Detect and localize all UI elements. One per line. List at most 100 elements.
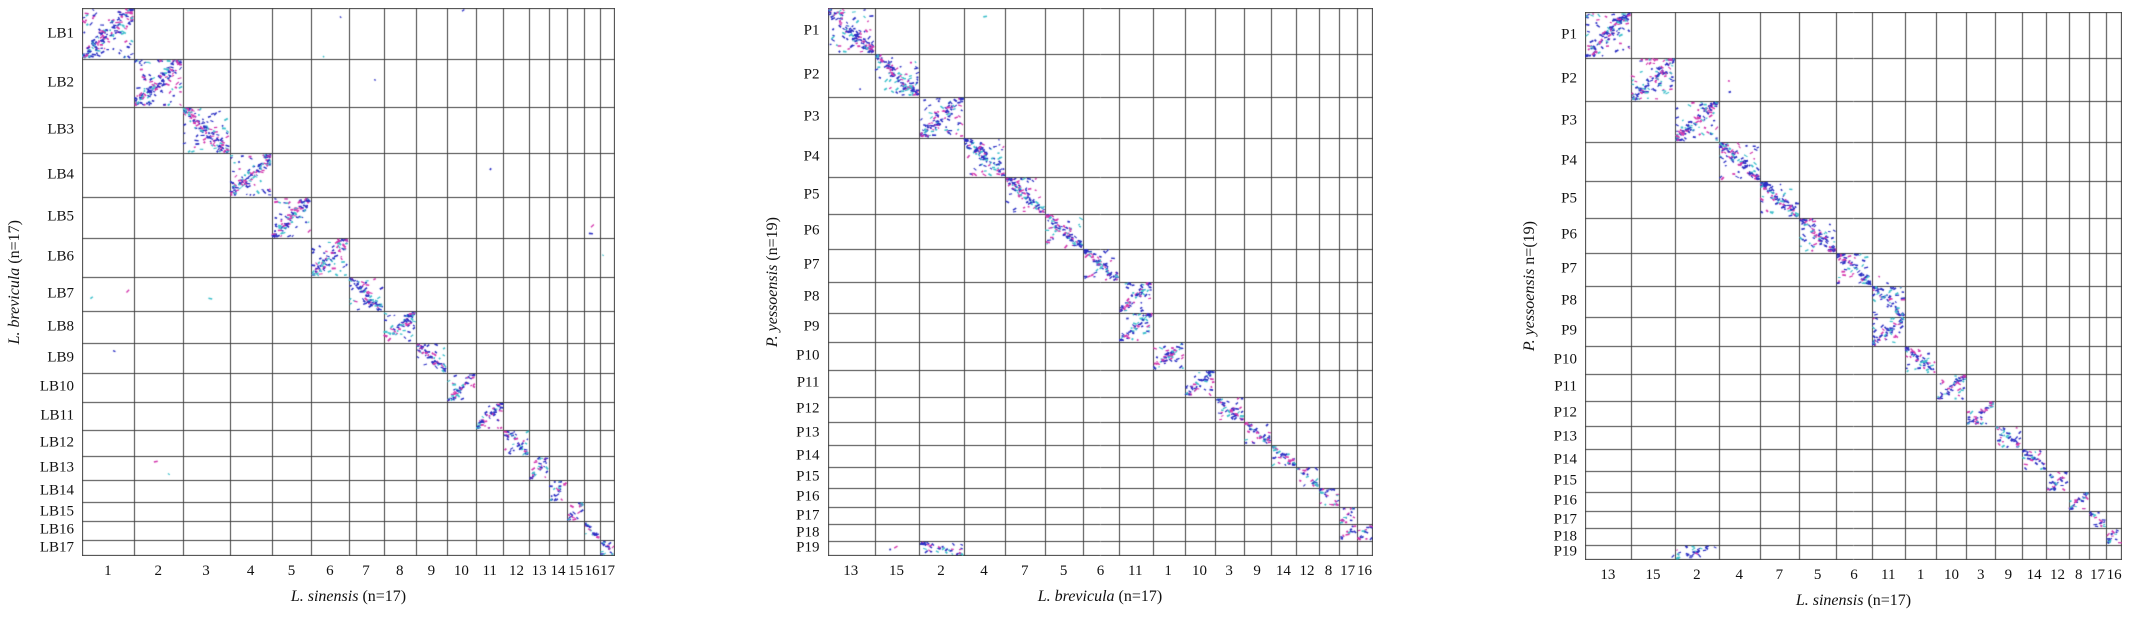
row-label: P11 bbox=[796, 374, 820, 391]
x-tick-label: 7 bbox=[1021, 563, 1029, 579]
row-label: LB13 bbox=[39, 459, 74, 476]
x-tick-label: 5 bbox=[1059, 563, 1068, 579]
y-axis-label-suffix: (n=17) bbox=[6, 219, 23, 268]
x-tick-label: 13 bbox=[843, 563, 859, 579]
row-label: P13 bbox=[1553, 428, 1577, 445]
row-label: P12 bbox=[1553, 404, 1577, 421]
x-tick-label: 1 bbox=[1164, 563, 1172, 579]
row-label: P1 bbox=[1561, 26, 1577, 43]
x-tick-label: 13 bbox=[531, 563, 547, 579]
x-tick-label: 9 bbox=[2004, 567, 2013, 583]
x-tick-label: 17 bbox=[2090, 567, 2105, 583]
row-label: P3 bbox=[1561, 112, 1577, 129]
row-label: P12 bbox=[796, 400, 820, 417]
x-tick-label: 4 bbox=[246, 563, 255, 579]
x-tick-label: 8 bbox=[2074, 567, 2083, 583]
y-axis-label: P. yessoensis n=(19) bbox=[1517, 12, 1543, 560]
x-tick-label: 3 bbox=[1976, 567, 1985, 583]
row-label: P8 bbox=[803, 288, 820, 305]
row-label: LB9 bbox=[47, 349, 74, 366]
dotplot-panel-1: L. brevicula (n=17) LB1 LB2 LB3 LB4 LB5 LB6 LB… bbox=[2, 8, 615, 606]
x-tick-label: 1 bbox=[104, 563, 112, 579]
row-label: P14 bbox=[1553, 451, 1577, 468]
x-tick-label: 1 bbox=[1916, 567, 1925, 583]
row-label: P17 bbox=[796, 507, 820, 524]
x-tick-label: 9 bbox=[1253, 563, 1261, 579]
row-label: P7 bbox=[803, 256, 820, 273]
plot-area: 13 15 2 4 7 5 6 11 1 10 3 9 14 12 8 17 16 L. sinensis (n… bbox=[1585, 12, 2122, 610]
x-tick-labels: 1 2 3 4 5 6 7 8 9 10 11 12 13 14 15 16 17 bbox=[82, 556, 615, 580]
row-label: P14 bbox=[796, 447, 820, 464]
x-tick-label: 6 bbox=[1850, 567, 1858, 583]
row-label: P6 bbox=[1561, 226, 1577, 243]
x-tick-label: 17 bbox=[1340, 563, 1356, 579]
x-tick-label: 8 bbox=[395, 563, 404, 579]
row-label: P9 bbox=[803, 318, 820, 335]
row-label: LB11 bbox=[40, 407, 74, 424]
x-tick-label: 13 bbox=[1600, 567, 1616, 583]
y-axis-label-suffix: (n=19) bbox=[763, 216, 781, 265]
x-axis-species-name: L. sinensis bbox=[290, 588, 359, 605]
x-tick-label: 10 bbox=[453, 563, 469, 579]
row-label: P19 bbox=[796, 539, 820, 556]
row-label: LB16 bbox=[39, 521, 74, 538]
dotplot-canvas bbox=[82, 8, 615, 556]
row-label: LB8 bbox=[47, 318, 74, 335]
x-axis-label: L. sinensis (n=17) bbox=[82, 580, 615, 606]
row-label: P8 bbox=[1561, 292, 1577, 309]
row-label: P15 bbox=[796, 468, 820, 485]
x-tick-label: 16 bbox=[2106, 567, 2122, 583]
x-tick-label: 5 bbox=[1813, 567, 1822, 583]
x-tick-label: 3 bbox=[202, 563, 210, 579]
row-labels: P1 P2 P3 P4 P5 P6 P7 P8 P9 P10 P11 P12 P13 P14 P15 P16 P… bbox=[1543, 12, 1585, 560]
x-tick-label: 16 bbox=[584, 563, 600, 579]
row-label: P4 bbox=[1561, 152, 1577, 169]
row-label: LB2 bbox=[47, 74, 74, 91]
y-axis-label: L. brevicula (n=17) bbox=[2, 8, 28, 556]
y-axis-label-suffix: n=(19) bbox=[1521, 220, 1538, 269]
x-axis-label-suffix: (n=17) bbox=[1863, 592, 1912, 609]
x-axis-label: L. sinensis (n=17) bbox=[1585, 584, 2122, 610]
y-axis-species-name: P. yessoensis bbox=[1521, 268, 1538, 352]
row-label: LB17 bbox=[39, 539, 74, 556]
x-tick-label: 11 bbox=[482, 563, 497, 579]
x-tick-label: 16 bbox=[1356, 563, 1372, 579]
row-label: P10 bbox=[1553, 351, 1577, 368]
row-label: P13 bbox=[796, 424, 820, 441]
row-label: P3 bbox=[803, 108, 820, 125]
x-tick-label: 14 bbox=[2026, 567, 2042, 583]
row-label: P11 bbox=[1554, 378, 1577, 395]
row-label: P19 bbox=[1553, 543, 1577, 560]
row-label: LB1 bbox=[47, 25, 74, 41]
x-tick-label: 7 bbox=[1775, 567, 1784, 583]
row-label: P17 bbox=[1553, 511, 1577, 528]
dotplot-canvas bbox=[827, 8, 1373, 556]
dotplot-panel-2: P. yessoensis (n=19) P1 P2 P3 P4 P5 P6 P7 P8 P9 P… bbox=[760, 8, 1373, 606]
row-label: LB12 bbox=[39, 434, 74, 451]
x-axis-species-name: L. sinensis bbox=[1795, 592, 1864, 609]
y-axis-species-name: L. brevicula bbox=[6, 267, 23, 345]
row-label: P6 bbox=[803, 222, 820, 239]
row-label: P18 bbox=[1553, 528, 1577, 545]
y-axis-label: P. yessoensis (n=19) bbox=[760, 8, 786, 556]
x-tick-label: 14 bbox=[550, 563, 566, 579]
x-tick-labels: 13 15 2 4 7 5 6 11 1 10 3 9 14 12 8 17 16 bbox=[1585, 560, 2122, 584]
row-label: LB15 bbox=[39, 503, 74, 520]
x-tick-label: 11 bbox=[1881, 567, 1896, 583]
x-tick-label: 15 bbox=[567, 563, 583, 579]
row-label: LB10 bbox=[39, 378, 74, 395]
row-label: LB3 bbox=[47, 121, 74, 138]
row-label: P4 bbox=[803, 148, 820, 165]
row-label: LB4 bbox=[47, 166, 74, 183]
x-tick-label: 6 bbox=[326, 563, 334, 579]
row-label: LB7 bbox=[47, 285, 74, 302]
row-label: P16 bbox=[796, 488, 820, 505]
row-label: P2 bbox=[803, 66, 820, 83]
x-axis-label-suffix: (n=17) bbox=[358, 588, 407, 605]
x-tick-label: 9 bbox=[427, 563, 436, 579]
row-labels: P1 P2 P3 P4 P5 P6 P7 P8 P9 P10 P11 P12 P13 P14 P15 P16 P… bbox=[786, 8, 828, 556]
plot-area: 1 2 3 4 5 6 7 8 9 10 11 12 13 14 15 16 17 L. sinensis (n… bbox=[82, 8, 615, 606]
row-label: P10 bbox=[796, 347, 820, 364]
x-tick-label: 2 bbox=[1693, 567, 1701, 583]
